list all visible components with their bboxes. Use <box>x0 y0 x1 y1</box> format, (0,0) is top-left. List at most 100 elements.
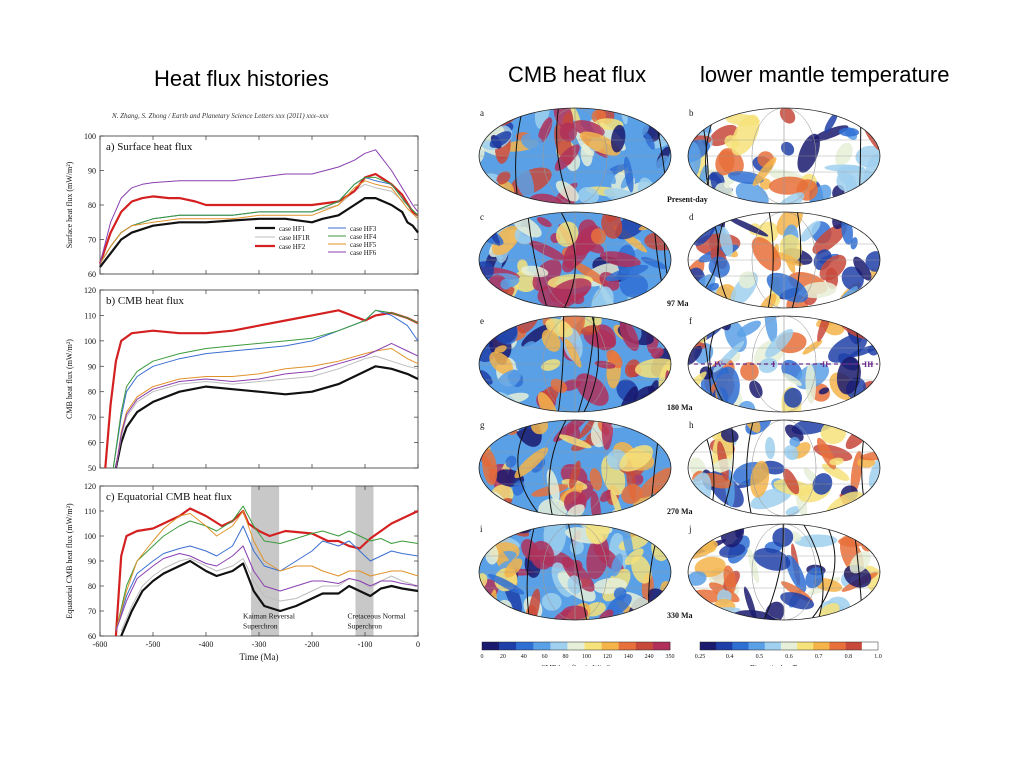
map-field <box>479 420 671 516</box>
map-blob <box>567 575 582 595</box>
panel-letter: c <box>480 212 484 222</box>
map-blob <box>504 558 523 578</box>
panel-letter: b <box>689 108 694 118</box>
colorbar-cell <box>700 642 717 650</box>
map-blob <box>611 553 623 577</box>
plate-boundary <box>791 212 802 308</box>
x-tick-label: -600 <box>93 640 108 649</box>
map-blob <box>659 213 671 227</box>
colorbar-cell <box>533 642 551 650</box>
map-blob <box>725 113 760 126</box>
chart-panel-a: 60 70 80 90 100 Surface heat flux (mW/m²) a) S… <box>65 132 419 279</box>
colorbar-tick: 0.5 <box>756 654 764 660</box>
map-blob <box>812 223 847 254</box>
map-outline <box>687 523 881 621</box>
colorbar-frame <box>699 641 879 651</box>
map-blob <box>785 554 807 593</box>
map-panel-h: h <box>687 419 881 517</box>
x-tick-label: -500 <box>146 640 161 649</box>
map-blob <box>480 432 493 445</box>
map-blob <box>537 117 553 144</box>
y-axis-label: Surface heat flux (mW/m²) <box>65 161 74 248</box>
panel-title: a) Surface heat flux <box>106 141 193 153</box>
map-blob <box>866 316 880 340</box>
chart-panel-c: 60 70 80 90 100 110 120 -600 -500 -400 -300 -200 -10… <box>65 482 420 662</box>
marker-label: III <box>864 360 873 369</box>
colorbar-cell <box>499 642 517 650</box>
map-blob <box>550 378 568 393</box>
map-blob <box>802 339 823 355</box>
colorbar-tick: 100 <box>582 654 591 660</box>
shaded-interval <box>355 486 374 636</box>
map-blob <box>785 424 804 442</box>
map-blob <box>571 120 605 138</box>
series-line-hf6 <box>115 545 419 632</box>
legend-label: case HF1R <box>279 234 310 242</box>
y-tick-label: 90 <box>88 557 96 566</box>
map-blob <box>698 420 719 428</box>
map-blob <box>505 455 517 468</box>
plate-boundary <box>548 420 567 516</box>
map-blob <box>869 215 879 226</box>
map-blob <box>805 567 824 589</box>
y-tick-label: 80 <box>88 582 96 591</box>
map-blob <box>764 316 778 343</box>
colorbar-cell <box>813 642 830 650</box>
colorbar-tick: 40 <box>521 654 527 660</box>
y-tick-label: 60 <box>88 439 96 448</box>
map-blob <box>819 254 847 281</box>
plate-boundary <box>517 420 542 516</box>
map-blob <box>536 216 552 228</box>
plate-boundary <box>578 316 595 412</box>
map-blob <box>805 363 816 404</box>
colorbar-tick: 0 <box>481 654 484 660</box>
y-tick-label: 100 <box>84 337 96 346</box>
colorbar-tick: 0.25 <box>695 654 706 660</box>
map-blob <box>571 261 609 286</box>
y-tick-label: 60 <box>88 270 96 279</box>
map-blob <box>591 228 606 245</box>
shaded-label: Superchron <box>347 622 382 631</box>
y-tick-label: 80 <box>88 388 96 397</box>
legend-label: case HF3 <box>350 225 377 233</box>
age-label: 97 Ma <box>667 299 689 308</box>
map-blob <box>567 108 581 126</box>
map-blob <box>849 551 871 574</box>
colorbar-cell <box>845 642 863 650</box>
series-line-hf5 <box>115 348 419 469</box>
heat-flux-charts: 60 70 80 90 100 Surface heat flux (mW/m²) a) S… <box>65 132 420 662</box>
graticule <box>751 108 817 204</box>
plate-boundary <box>583 316 599 412</box>
map-blob <box>577 187 599 204</box>
map-blob <box>644 132 655 150</box>
map-blob <box>817 316 834 342</box>
map-blob <box>750 487 793 510</box>
map-blob <box>591 286 614 308</box>
map-outline <box>687 107 881 205</box>
y-tick-label: 100 <box>84 532 96 541</box>
map-blob <box>726 216 769 237</box>
map-blob <box>606 593 632 616</box>
y-tick-label: 90 <box>88 362 96 371</box>
y-tick-label: 70 <box>88 607 96 616</box>
y-tick-label: 110 <box>84 507 96 516</box>
panel-letter: a <box>480 108 484 118</box>
colorbar-cell <box>567 642 585 650</box>
map-blob <box>489 351 513 375</box>
graticule <box>542 108 608 204</box>
map-blob <box>541 592 562 611</box>
map-blob <box>623 156 634 193</box>
panel-letter: j <box>688 524 692 534</box>
map-blob <box>575 373 609 406</box>
map-blob <box>515 341 538 372</box>
map-blob <box>794 534 838 548</box>
map-blob <box>500 278 512 290</box>
map-blob <box>824 112 838 133</box>
map-blob <box>621 484 643 504</box>
series-line-hf5 <box>99 180 419 264</box>
map-blob <box>650 212 671 223</box>
colorbar-tick: 1.0 <box>874 654 882 660</box>
plate-boundary <box>810 524 836 620</box>
x-tick-label: 0 <box>416 640 420 649</box>
panel-letter: i <box>480 524 483 534</box>
